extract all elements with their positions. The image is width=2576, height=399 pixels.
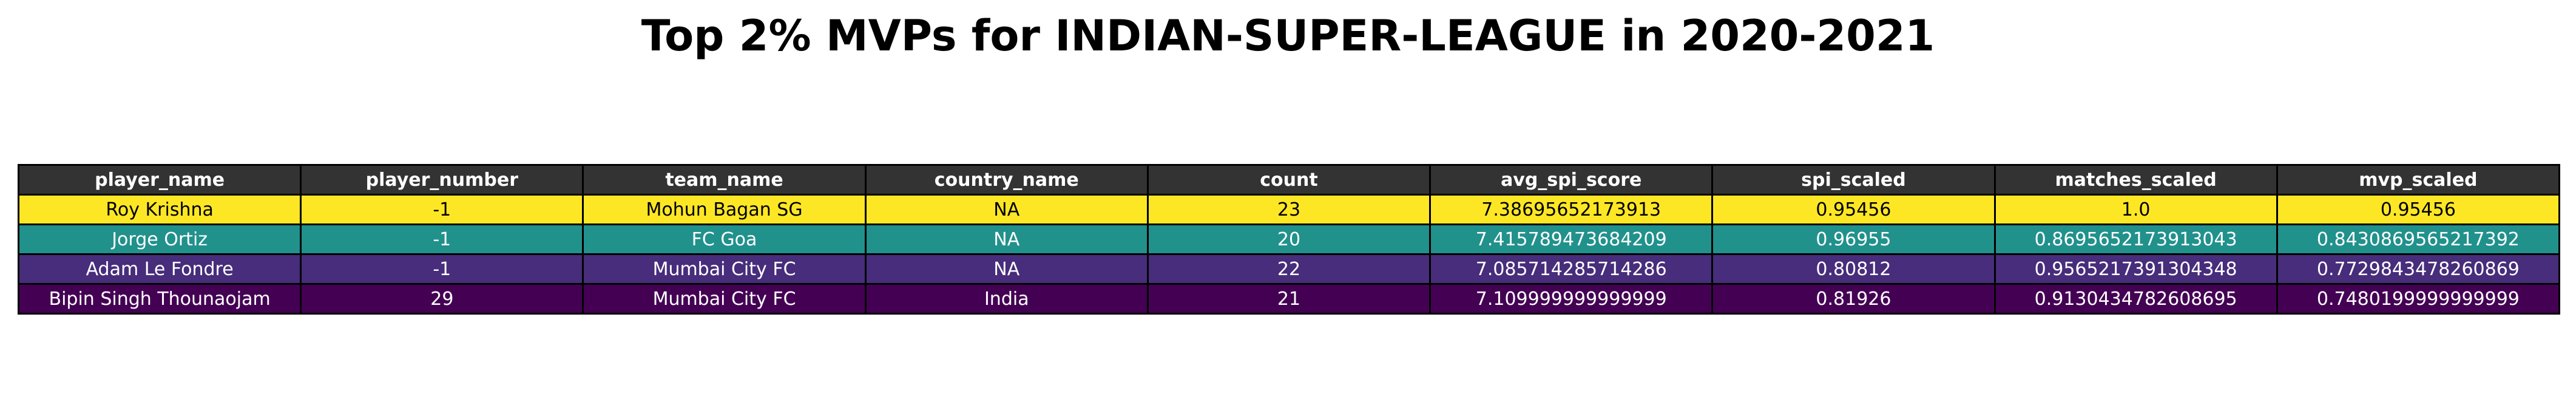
cell-player-number: -1 — [300, 223, 584, 255]
cell-count: 20 — [1146, 223, 1432, 255]
cell-avg-spi-score: 7.109999999999999 — [1429, 283, 1714, 315]
mvp-table: player_name player_number team_name coun… — [17, 164, 2561, 315]
cell-player-name: Roy Krishna — [17, 194, 302, 225]
cell-count: 23 — [1146, 194, 1432, 225]
cell-spi-scaled: 0.81926 — [1711, 283, 1996, 315]
table-row: Adam Le Fondre -1 Mumbai City FC NA 22 7… — [17, 253, 2561, 285]
cell-player-number: 29 — [300, 283, 584, 315]
cell-avg-spi-score: 7.085714285714286 — [1429, 253, 1714, 285]
cell-player-number: -1 — [300, 253, 584, 285]
cell-matches-scaled: 0.8695652173913043 — [1993, 223, 2278, 255]
header-matches-scaled: matches_scaled — [1993, 164, 2278, 196]
cell-player-number: -1 — [300, 194, 584, 225]
table-row: Bipin Singh Thounaojam 29 Mumbai City FC… — [17, 283, 2561, 315]
cell-spi-scaled: 0.80812 — [1711, 253, 1996, 285]
header-avg-spi-score: avg_spi_score — [1429, 164, 1714, 196]
cell-avg-spi-score: 7.38695652173913 — [1429, 194, 1714, 225]
table-row: Roy Krishna -1 Mohun Bagan SG NA 23 7.38… — [17, 194, 2561, 225]
cell-player-name: Jorge Ortiz — [17, 223, 302, 255]
cell-matches-scaled: 0.9565217391304348 — [1993, 253, 2278, 285]
cell-avg-spi-score: 7.415789473684209 — [1429, 223, 1714, 255]
cell-count: 22 — [1146, 253, 1432, 285]
cell-count: 21 — [1146, 283, 1432, 315]
chart-title: Top 2% MVPs for INDIAN-SUPER-LEAGUE in 2… — [641, 11, 1935, 61]
cell-spi-scaled: 0.95456 — [1711, 194, 1996, 225]
header-spi-scaled: spi_scaled — [1711, 164, 1996, 196]
cell-country-name: NA — [864, 223, 1149, 255]
header-country-name: country_name — [864, 164, 1149, 196]
cell-team-name: Mumbai City FC — [582, 253, 867, 285]
cell-team-name: Mohun Bagan SG — [582, 194, 867, 225]
table-row: Jorge Ortiz -1 FC Goa NA 20 7.4157894736… — [17, 223, 2561, 255]
cell-team-name: Mumbai City FC — [582, 283, 867, 315]
cell-mvp-scaled: 0.7480199999999999 — [2276, 283, 2561, 315]
cell-mvp-scaled: 0.95456 — [2276, 194, 2561, 225]
cell-mvp-scaled: 0.7729843478260869 — [2276, 253, 2561, 285]
cell-spi-scaled: 0.96955 — [1711, 223, 1996, 255]
header-row: player_name player_number team_name coun… — [17, 164, 2561, 196]
header-player-name: player_name — [17, 164, 302, 196]
cell-team-name: FC Goa — [582, 223, 867, 255]
header-team-name: team_name — [582, 164, 867, 196]
cell-country-name: NA — [864, 194, 1149, 225]
header-count: count — [1146, 164, 1432, 196]
cell-mvp-scaled: 0.8430869565217392 — [2276, 223, 2561, 255]
header-mvp-scaled: mvp_scaled — [2276, 164, 2561, 196]
cell-country-name: NA — [864, 253, 1149, 285]
header-player-number: player_number — [300, 164, 584, 196]
cell-country-name: India — [864, 283, 1149, 315]
cell-matches-scaled: 0.9130434782608695 — [1993, 283, 2278, 315]
cell-player-name: Bipin Singh Thounaojam — [17, 283, 302, 315]
cell-matches-scaled: 1.0 — [1993, 194, 2278, 225]
cell-player-name: Adam Le Fondre — [17, 253, 302, 285]
